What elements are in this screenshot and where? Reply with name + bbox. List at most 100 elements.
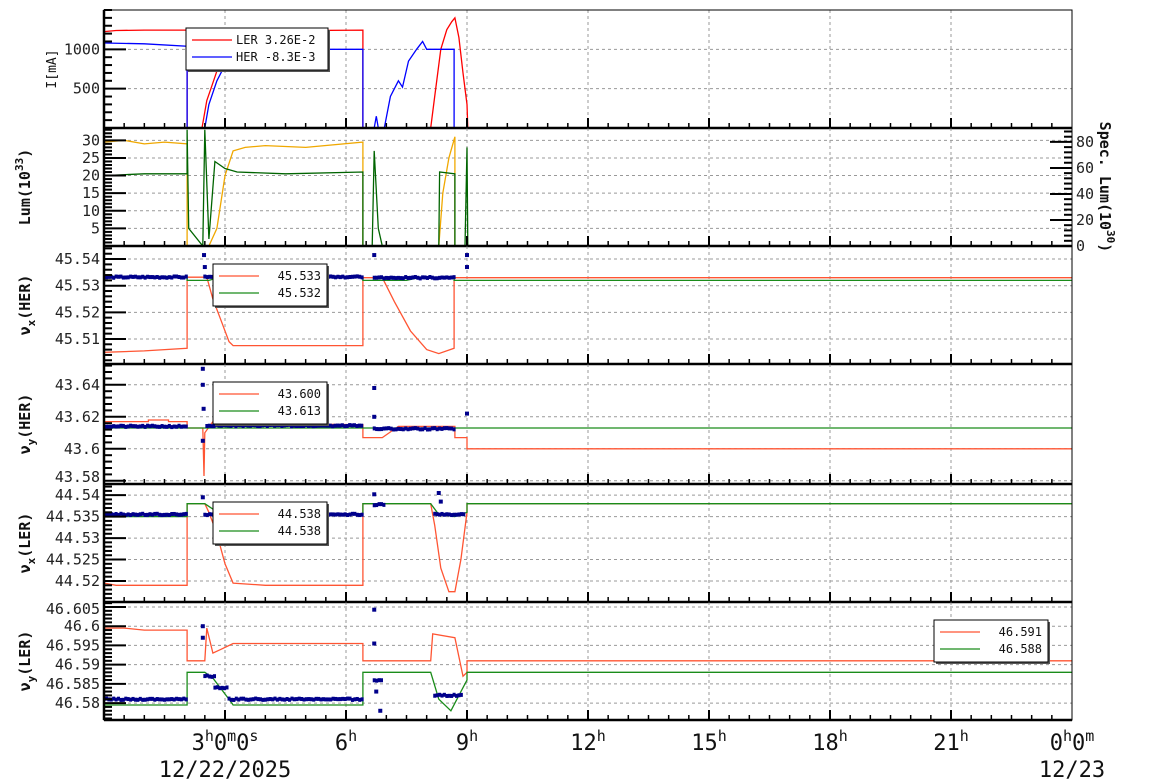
legend: LER 3.26E-2 HER -8.3E-3 bbox=[185, 27, 330, 72]
scatter-point bbox=[450, 513, 454, 518]
scatter-point bbox=[129, 513, 133, 518]
scatter-point bbox=[440, 511, 444, 516]
scatter-point bbox=[299, 424, 303, 429]
x-tick-unit: h bbox=[348, 727, 357, 745]
scatter-point bbox=[131, 696, 135, 701]
scatter-point bbox=[379, 502, 383, 507]
scatter-point bbox=[379, 427, 383, 432]
scatter-point bbox=[177, 512, 181, 517]
y-tick-label: 43.6 bbox=[64, 440, 100, 458]
scatter-point bbox=[237, 697, 241, 702]
scatter-point bbox=[430, 275, 434, 280]
scatter-point bbox=[331, 512, 335, 517]
y-tick-label: 15 bbox=[82, 184, 100, 202]
scatter-point bbox=[167, 697, 171, 702]
scatter-point bbox=[200, 382, 205, 387]
y-tick-label: 45.54 bbox=[55, 250, 100, 268]
y-tick-label: 46.6 bbox=[64, 617, 100, 635]
scatter-point bbox=[430, 426, 434, 431]
scatter-point bbox=[163, 697, 166, 702]
scatter-point bbox=[163, 512, 166, 517]
scatter-point bbox=[124, 696, 128, 701]
scatter-point bbox=[384, 275, 388, 280]
scatter-point bbox=[379, 275, 383, 280]
y-label-tail: ) bbox=[16, 149, 34, 158]
scatter-point bbox=[200, 624, 205, 629]
scatter-point bbox=[143, 697, 147, 702]
scatter-point bbox=[143, 512, 147, 517]
scatter-point bbox=[121, 697, 125, 702]
scatter-point bbox=[465, 253, 469, 258]
scatter-point bbox=[165, 424, 169, 429]
y2-tick-label: 0 bbox=[1076, 237, 1085, 255]
y-label-tail: (LER) bbox=[16, 513, 34, 558]
y-tick-label: 46.58 bbox=[55, 694, 100, 712]
scatter-point bbox=[246, 697, 250, 702]
scatter-point bbox=[384, 426, 388, 431]
x-tick-base: 3 bbox=[192, 731, 205, 756]
scatter-point bbox=[170, 275, 174, 280]
scatter-point bbox=[148, 275, 152, 280]
scatter-point bbox=[124, 424, 128, 429]
scatter-point bbox=[175, 696, 179, 701]
scatter-point bbox=[341, 512, 345, 517]
scatter-point bbox=[117, 696, 121, 701]
scatter-point bbox=[138, 512, 142, 517]
scatter-point bbox=[346, 275, 350, 280]
scatter-point bbox=[109, 274, 113, 279]
scatter-point bbox=[338, 512, 342, 517]
scatter-point bbox=[203, 674, 207, 679]
scatter-point bbox=[254, 696, 258, 701]
scatter-point bbox=[249, 697, 253, 702]
scatter-point bbox=[133, 424, 137, 429]
scatter-point bbox=[440, 693, 444, 698]
scatter-point bbox=[372, 607, 377, 612]
scatter-point bbox=[372, 492, 377, 497]
y-tick-label: 46.585 bbox=[46, 675, 100, 693]
scatter-point bbox=[377, 678, 381, 683]
scatter-point bbox=[138, 275, 142, 280]
scatter-point bbox=[438, 275, 442, 280]
scatter-point bbox=[433, 693, 437, 698]
scatter-point bbox=[406, 275, 410, 280]
scatter-point bbox=[428, 275, 432, 280]
scatter-point bbox=[450, 275, 454, 280]
scatter-point bbox=[442, 692, 446, 697]
scatter-point bbox=[317, 696, 321, 701]
scatter-point bbox=[205, 275, 209, 280]
scatter-point bbox=[275, 697, 279, 702]
scatter-point bbox=[343, 512, 347, 517]
scatter-point bbox=[200, 495, 205, 500]
scatter-point bbox=[143, 424, 147, 429]
scatter-point bbox=[184, 274, 188, 279]
x-tick-unit: m bbox=[227, 727, 236, 745]
scatter-point bbox=[382, 426, 386, 431]
scatter-point bbox=[117, 274, 121, 279]
scatter-point bbox=[179, 512, 183, 517]
y-tick-label: 44.52 bbox=[55, 572, 100, 590]
scatter-point bbox=[133, 274, 137, 279]
scatter-point bbox=[205, 513, 209, 518]
scatter-point bbox=[124, 513, 128, 518]
scatter-point bbox=[450, 693, 454, 698]
y-axis-label: I[mA] bbox=[45, 49, 60, 88]
scatter-point bbox=[155, 275, 159, 280]
scatter-point bbox=[389, 275, 393, 280]
scatter-point bbox=[256, 424, 260, 429]
scatter-point bbox=[165, 697, 169, 702]
scatter-point bbox=[375, 503, 379, 508]
scatter-point bbox=[438, 499, 443, 504]
scatter-point bbox=[158, 275, 162, 280]
scatter-point bbox=[148, 696, 152, 701]
scatter-point bbox=[121, 275, 125, 280]
scatter-point bbox=[465, 265, 469, 270]
scatter-point bbox=[343, 424, 347, 429]
y-tick-label: 30 bbox=[82, 131, 100, 149]
x-tick-label: 12h bbox=[570, 727, 606, 756]
legend-entry-label: LER 3.26E-2 bbox=[236, 33, 315, 47]
scatter-point bbox=[329, 274, 333, 279]
scatter-point bbox=[160, 513, 164, 518]
x-tick-value: 0 bbox=[1072, 731, 1085, 756]
x-tick-label: 0h0m bbox=[1050, 727, 1095, 756]
scatter-point bbox=[163, 424, 166, 429]
